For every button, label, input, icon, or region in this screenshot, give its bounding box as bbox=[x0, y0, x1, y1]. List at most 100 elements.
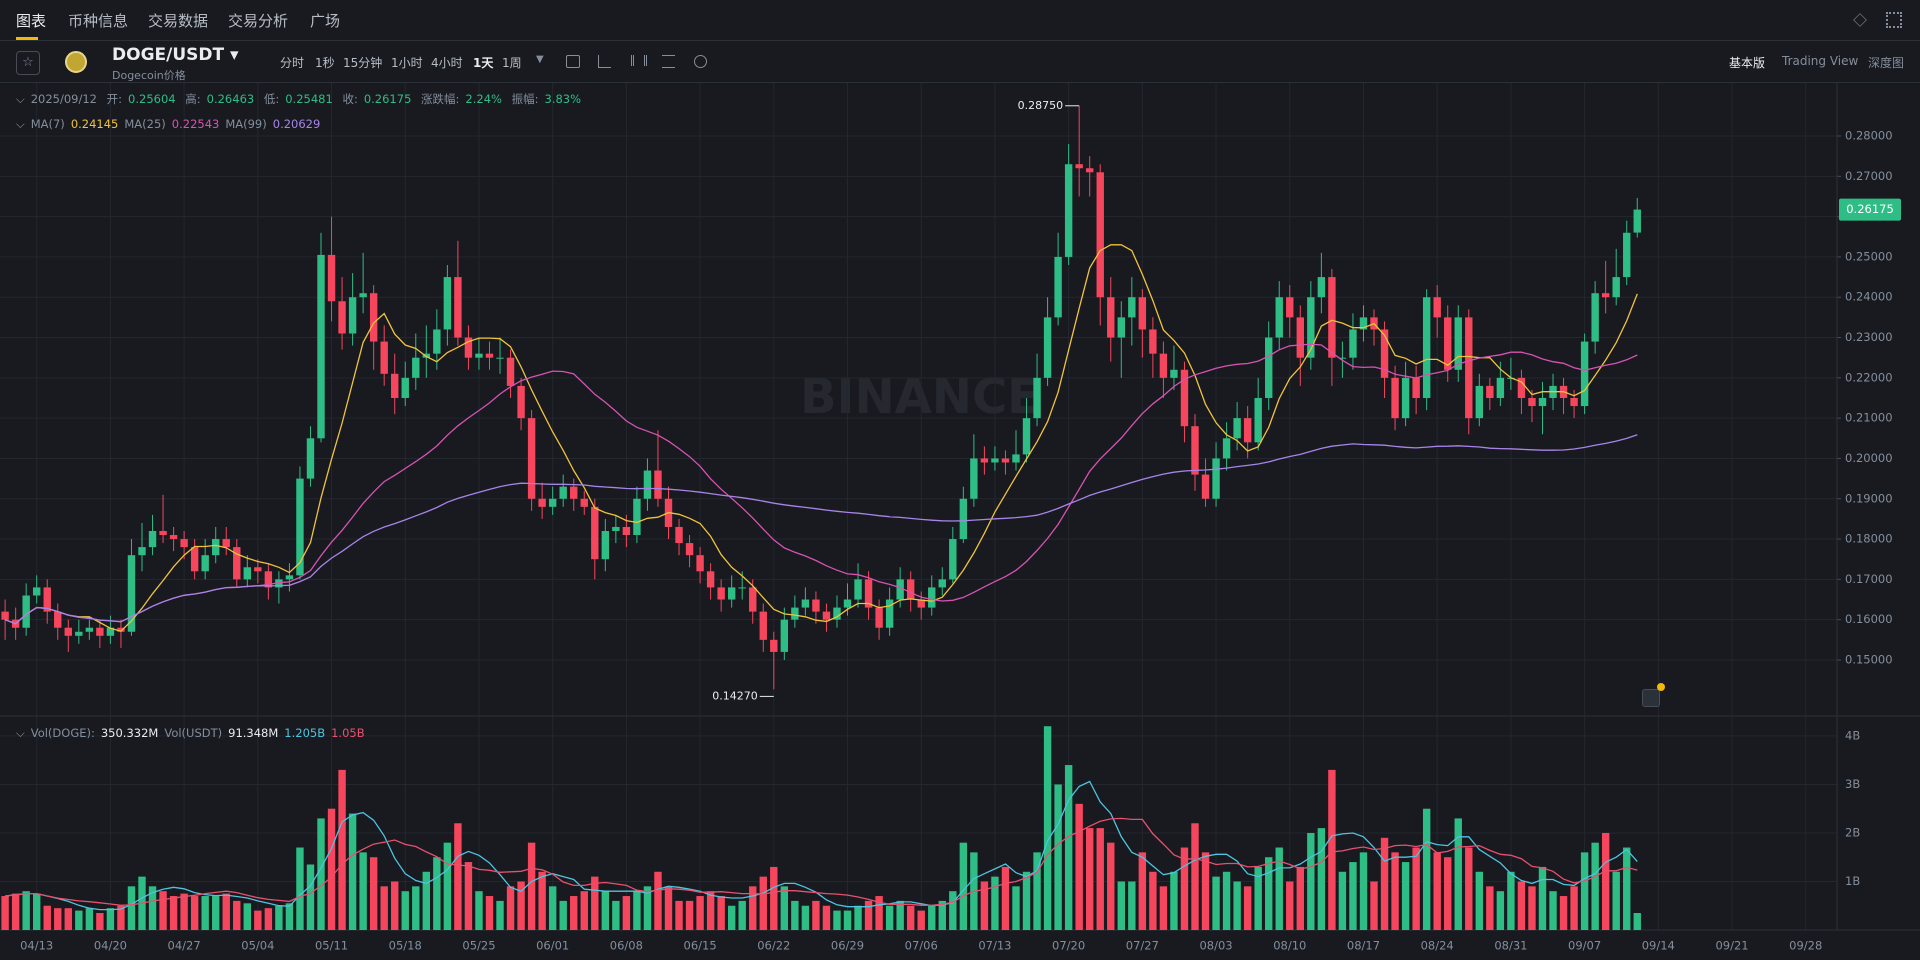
volume-bar bbox=[1549, 891, 1557, 930]
volume-bar bbox=[201, 896, 209, 930]
view-option[interactable]: 深度图 bbox=[1868, 56, 1905, 70]
x-tick-label: 06/01 bbox=[536, 939, 569, 953]
tool-icon[interactable] bbox=[598, 55, 611, 68]
x-tick-label: 04/20 bbox=[94, 939, 127, 953]
legend-label: 开: bbox=[106, 92, 123, 106]
y-tick-label: 0.28000 bbox=[1845, 129, 1893, 143]
candle-body bbox=[1475, 385, 1484, 419]
tab[interactable]: 交易分析 bbox=[228, 12, 289, 30]
x-tick-label: 04/27 bbox=[168, 939, 201, 953]
candle-body bbox=[180, 539, 188, 548]
legend-arrow: ⌵ bbox=[16, 117, 25, 131]
interval[interactable]: 4小时 bbox=[431, 56, 463, 70]
volume-bar bbox=[633, 891, 641, 930]
interval[interactable]: 1周 bbox=[502, 56, 522, 70]
y-tick-label: 3B bbox=[1845, 777, 1860, 791]
tool-icon[interactable] bbox=[662, 55, 675, 68]
candle-body bbox=[1528, 397, 1536, 407]
volume-ma-line bbox=[5, 780, 1638, 911]
candle-body bbox=[391, 373, 399, 398]
candle-body bbox=[369, 293, 378, 342]
volume-bar bbox=[190, 896, 199, 930]
tab[interactable]: 图表 bbox=[16, 12, 47, 30]
candle-body bbox=[864, 579, 873, 608]
volume-bar bbox=[1243, 886, 1252, 930]
candle-body bbox=[1033, 377, 1041, 419]
volume-bar bbox=[570, 896, 578, 930]
volume-bar bbox=[980, 881, 989, 930]
legend-value: 0.25481 bbox=[285, 92, 333, 106]
volume-bar bbox=[222, 893, 230, 930]
candle-body bbox=[1086, 168, 1094, 173]
volume-bar bbox=[1149, 871, 1157, 930]
layout-icon[interactable] bbox=[1886, 12, 1902, 28]
candle-body bbox=[117, 627, 125, 632]
view-option[interactable]: 基本版 bbox=[1729, 56, 1766, 70]
view-option[interactable]: Trading View bbox=[1782, 54, 1859, 68]
symbol-sub[interactable]: Dogecoin价格 bbox=[112, 69, 186, 82]
tool-icon[interactable] bbox=[631, 55, 647, 66]
candle-body bbox=[1170, 369, 1178, 378]
candle-body bbox=[1222, 438, 1231, 459]
candle-body bbox=[949, 539, 957, 580]
symbol[interactable]: DOGE/USDT ▾ bbox=[112, 45, 239, 65]
volume-bar bbox=[233, 900, 241, 930]
indicator-button[interactable] bbox=[1642, 689, 1660, 707]
tab[interactable]: 广场 bbox=[310, 12, 341, 30]
candle-body bbox=[517, 385, 525, 419]
x-tick-label: 09/07 bbox=[1568, 939, 1601, 953]
candle-body bbox=[570, 486, 578, 499]
x-tick-label: 05/25 bbox=[462, 939, 495, 953]
favorite-button[interactable]: ☆ bbox=[16, 51, 40, 75]
candle-body bbox=[348, 297, 357, 334]
volume-bar bbox=[1265, 857, 1273, 930]
x-tick-label: 08/17 bbox=[1347, 939, 1380, 953]
volume-bar bbox=[1359, 852, 1368, 930]
interval[interactable]: 分时 bbox=[280, 56, 305, 70]
x-tick-label: 05/11 bbox=[315, 939, 348, 953]
ma-name: MA(99) bbox=[225, 117, 267, 131]
volume-bar bbox=[1075, 803, 1083, 930]
volume-bar bbox=[496, 900, 504, 930]
legend-label: 收: bbox=[342, 92, 358, 106]
candle-body bbox=[1380, 329, 1389, 378]
volume-bar bbox=[1222, 871, 1231, 930]
tab[interactable]: 币种信息 bbox=[68, 12, 129, 30]
candle-body bbox=[64, 627, 72, 636]
volume-bar bbox=[1475, 871, 1484, 930]
volume-bar bbox=[85, 908, 94, 930]
y-tick-label: 0.25000 bbox=[1845, 249, 1893, 263]
candle-body bbox=[1286, 297, 1294, 318]
candle-body bbox=[633, 498, 641, 536]
volume-bar bbox=[243, 903, 251, 930]
volume-bar bbox=[475, 891, 483, 930]
interval[interactable]: 1秒 bbox=[315, 56, 335, 70]
volume-bar bbox=[591, 876, 599, 930]
interval[interactable]: 15分钟 bbox=[343, 56, 383, 70]
candle-body bbox=[1159, 353, 1168, 378]
volume-bar bbox=[33, 893, 41, 930]
candle-body bbox=[359, 293, 367, 298]
candle-body bbox=[1012, 454, 1020, 463]
candle-body bbox=[917, 599, 925, 608]
candle-body bbox=[1307, 297, 1315, 358]
volume-bar bbox=[1380, 837, 1389, 930]
candle-body bbox=[33, 587, 41, 596]
interval[interactable]: 1小时 bbox=[391, 56, 423, 70]
candle-body bbox=[1054, 256, 1062, 318]
interval-active[interactable]: 1天 bbox=[473, 56, 494, 70]
settings-icon[interactable] bbox=[694, 55, 707, 68]
volume-bar bbox=[654, 871, 662, 930]
candle-body bbox=[833, 607, 841, 620]
tool-icon[interactable] bbox=[566, 55, 580, 68]
candle-body bbox=[233, 547, 241, 580]
tab[interactable]: 交易数据 bbox=[148, 12, 209, 30]
candle-body bbox=[612, 526, 620, 531]
volume-bar bbox=[938, 900, 946, 930]
volume-bar bbox=[1, 896, 9, 930]
candle-body bbox=[306, 438, 315, 479]
candle-body bbox=[717, 587, 725, 600]
candle-body bbox=[1349, 329, 1357, 358]
candle-body bbox=[770, 639, 778, 652]
interval-dropdown[interactable]: ▼ bbox=[536, 54, 544, 65]
